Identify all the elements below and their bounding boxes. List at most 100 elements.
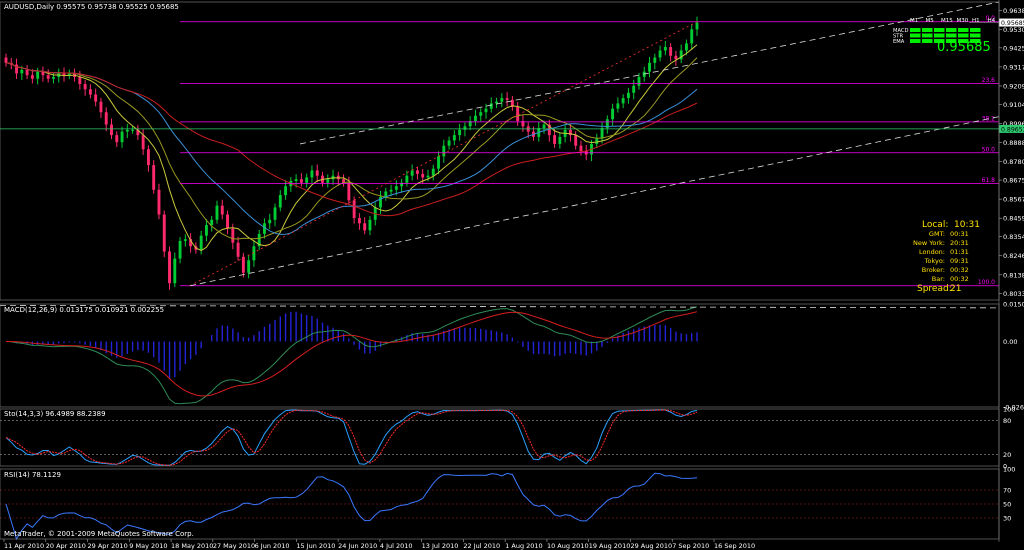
candle-body [236, 242, 240, 257]
clock-row-label: New York: [913, 239, 945, 247]
candle-body [352, 200, 356, 219]
fibo-level-label: 0.0 [985, 15, 995, 22]
date-tick-label: 9 May 2010 [129, 542, 167, 550]
stoch-main-line [5, 409, 698, 466]
info-col-header: M1 [910, 18, 918, 24]
signal-block [970, 33, 981, 38]
date-tick-label: 1 Aug 2010 [505, 542, 543, 550]
candle-body [294, 179, 298, 181]
candle-body [342, 179, 346, 183]
signal-block [922, 33, 933, 38]
candle-body [384, 191, 388, 197]
macd-tick-label: 0.00 [1003, 338, 1017, 346]
info-col-header: M30 [957, 18, 969, 24]
stoch-tick-label: 20 [1003, 451, 1011, 459]
candle-body [410, 170, 414, 176]
candle-body [558, 136, 562, 144]
current-price-label: 0.95685 [1001, 20, 1024, 27]
candle-body [273, 207, 277, 220]
stoch-signal-line [5, 409, 698, 466]
clock-local-time: 10:31 [954, 220, 980, 230]
candle-body [605, 119, 609, 129]
candle-body [67, 73, 71, 76]
macd-signal-line [6, 311, 698, 397]
candle-body [553, 135, 557, 144]
candle-body [173, 258, 177, 284]
info-col-header: H4 [988, 18, 996, 24]
candle-body [442, 145, 446, 157]
signal-block [934, 33, 945, 38]
candle-body [157, 189, 161, 215]
signal-block [934, 39, 945, 43]
candle-body [474, 115, 477, 122]
fibo-level-label: 61.8 [982, 177, 996, 184]
candle-body [25, 69, 29, 76]
candle-body [516, 106, 520, 122]
candle-body [141, 135, 145, 150]
candle-body [690, 29, 694, 44]
candle-body [299, 179, 303, 183]
candle-body [20, 69, 24, 74]
candle-body [62, 73, 66, 76]
stochastic-label: Sto(14,3,3) 96.4989 88.2389 [4, 410, 106, 418]
candle-body [632, 85, 636, 93]
candle-body [183, 239, 187, 241]
stochastic-pane[interactable] [0, 409, 999, 466]
date-tick-label: 29 Apr 2010 [88, 542, 128, 550]
candle-body [162, 214, 166, 252]
candle-body [389, 189, 393, 192]
candle-body [99, 101, 103, 113]
price-channel [189, 1, 1000, 287]
date-tick-label: 6 Jun 2010 [255, 542, 290, 550]
candle-body [574, 135, 578, 146]
date-tick-label: 10 Aug 2010 [547, 542, 589, 550]
candle-body [310, 170, 314, 178]
rsi-pane[interactable] [0, 472, 999, 541]
signal-block [946, 33, 957, 38]
candle-body [611, 108, 615, 120]
candle-body [104, 112, 108, 125]
rsi-tick-label: 30 [1003, 515, 1011, 523]
rsi-tick-label: 50 [1003, 501, 1011, 509]
signal-block [958, 39, 969, 43]
candle-body [648, 62, 651, 72]
ma-long-line [5, 62, 698, 217]
clock-spread-value: 21 [950, 284, 961, 294]
info-col-header: H1 [972, 18, 980, 24]
info-row-label: EMA [893, 39, 905, 45]
candle-body [684, 43, 688, 51]
candle-body [421, 173, 425, 178]
candle-body [94, 94, 98, 102]
date-tick-label: 18 May 2010 [171, 542, 213, 550]
candle-body [268, 219, 272, 224]
candle-body [257, 233, 261, 247]
signal-block [910, 28, 921, 32]
macd-pane[interactable] [0, 304, 1000, 405]
candle-body [521, 121, 525, 127]
candle-body [600, 128, 604, 139]
candle-body [394, 186, 398, 190]
date-tick-label: 27 May 2010 [213, 542, 255, 550]
clock-row-value: 00:32 [950, 275, 969, 283]
candle-body [447, 140, 451, 146]
candle-body [658, 50, 662, 58]
fibo-trend-line [189, 21, 698, 287]
clock-row-value: 09:31 [950, 257, 969, 265]
chart-header: AUDUSD,Daily 0.95575 0.95738 0.95525 0.9… [4, 3, 179, 11]
candle-body [83, 83, 87, 90]
clock-local-label: Local: [922, 220, 948, 230]
ma-mid-line [5, 57, 698, 240]
signal-block [946, 28, 957, 32]
candle-body [452, 135, 456, 141]
